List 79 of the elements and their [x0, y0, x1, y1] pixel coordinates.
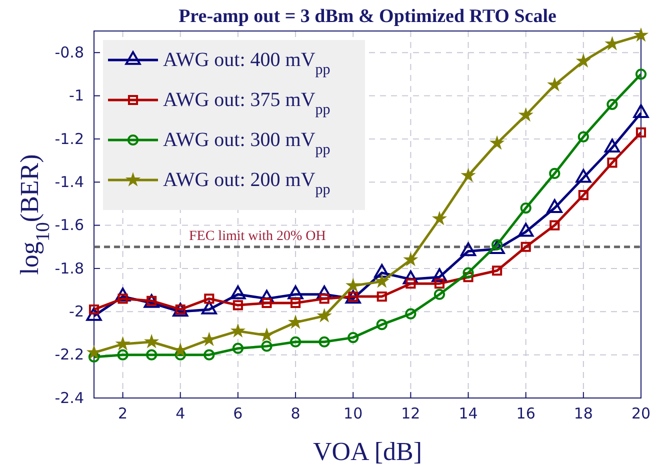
point	[519, 108, 532, 121]
point	[434, 278, 445, 289]
point	[290, 298, 301, 308]
x-tick-label: 2	[118, 404, 128, 423]
legend-label: AWG out: 400 mV$_{pp}$	[163, 49, 330, 78]
point	[117, 349, 128, 360]
y-tick-label: -1.6	[54, 216, 84, 234]
point	[145, 335, 158, 348]
point	[204, 294, 214, 304]
y-tick-label: -1.2	[54, 130, 84, 148]
point	[232, 342, 244, 354]
point	[520, 202, 532, 214]
point	[463, 272, 474, 282]
point	[578, 190, 588, 200]
point	[348, 332, 359, 344]
x-tick-label: 4	[176, 404, 186, 423]
y-tick-label: -1.4	[54, 172, 84, 191]
x-tick-label: 6	[233, 404, 243, 423]
point	[146, 349, 158, 360]
point	[576, 54, 590, 67]
point	[87, 346, 101, 358]
point	[492, 266, 502, 276]
point	[116, 337, 130, 350]
x-tick-label: 18	[574, 404, 593, 423]
point	[432, 212, 446, 224]
point	[375, 274, 388, 288]
y-tick-label: -1.8	[54, 259, 84, 278]
point	[261, 340, 272, 352]
x-tick-label: 16	[516, 404, 536, 423]
point	[260, 328, 274, 342]
point	[434, 288, 446, 300]
point	[346, 278, 360, 292]
x-tick-label: 14	[458, 404, 478, 423]
point	[318, 336, 330, 348]
point	[318, 309, 331, 322]
point	[174, 349, 186, 360]
point	[578, 131, 589, 142]
chart-title: Pre-amp out = 3 dBm & Optimized RTO Scale	[178, 6, 556, 27]
y-tick-label: -2.4	[54, 388, 84, 407]
point	[376, 319, 388, 330]
y-tick-label: -0.8	[54, 43, 84, 62]
point	[549, 168, 560, 180]
legend-label: AWG out: 200 mV$_{pp}$	[163, 169, 330, 198]
legend-label: AWG out: 375 mV$_{pp}$	[163, 89, 330, 118]
x-tick-label: 12	[401, 404, 420, 423]
point	[462, 267, 474, 278]
point	[202, 332, 216, 346]
point	[462, 168, 475, 182]
point	[376, 292, 387, 302]
y-tick-label: -2.2	[54, 346, 84, 364]
point	[520, 242, 531, 252]
x-tick-label: 20	[631, 404, 651, 423]
point	[405, 308, 416, 320]
point	[606, 37, 619, 50]
point	[262, 298, 272, 308]
point	[550, 220, 560, 230]
point	[490, 136, 504, 149]
point	[290, 336, 302, 348]
y-tick-label: -1	[69, 86, 84, 105]
ref-line-label: FEC limit with 20% OH	[189, 228, 326, 244]
x-tick-label: 10	[344, 404, 363, 423]
point	[319, 294, 330, 304]
point	[634, 28, 648, 41]
point	[606, 98, 618, 110]
point	[174, 344, 187, 356]
x-tick-label: 8	[290, 404, 300, 423]
point	[231, 324, 244, 337]
point	[406, 278, 416, 289]
y-tick-label: -2	[69, 302, 84, 320]
point	[232, 300, 243, 310]
point	[204, 349, 215, 360]
x-axis-title: VOA [dB]	[312, 437, 422, 466]
point	[635, 68, 647, 80]
legend-label: AWG out: 300 mV$_{pp}$	[163, 129, 330, 158]
point	[636, 127, 646, 138]
point	[404, 253, 418, 266]
point	[548, 78, 562, 91]
point	[289, 316, 302, 328]
point	[607, 158, 618, 168]
